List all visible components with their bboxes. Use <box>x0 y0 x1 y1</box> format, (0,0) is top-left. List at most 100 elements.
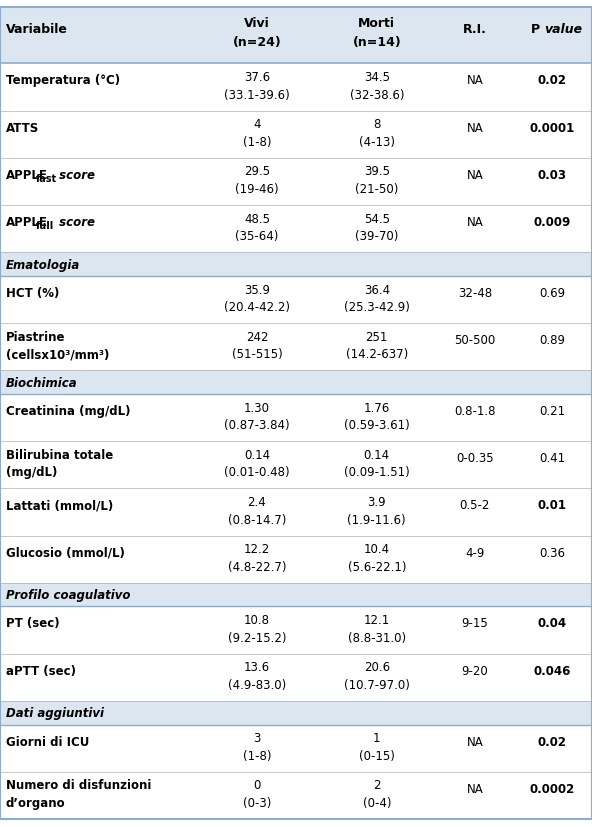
Bar <box>0 65 592 112</box>
Text: R.I.: R.I. <box>463 23 487 36</box>
Text: NA: NA <box>466 122 483 135</box>
Text: (33.1-39.6): (33.1-39.6) <box>224 88 290 102</box>
Text: (1-8): (1-8) <box>243 136 271 149</box>
Bar <box>0 394 592 442</box>
Text: APPLE: APPLE <box>6 216 48 229</box>
Text: (51-515): (51-515) <box>231 348 282 361</box>
Text: 12.2: 12.2 <box>244 543 270 556</box>
Text: Bilirubina totale: Bilirubina totale <box>6 448 113 461</box>
Text: 35.9: 35.9 <box>244 283 270 296</box>
Text: Dati aggiuntivi: Dati aggiuntivi <box>6 706 104 719</box>
Text: 0.8-1.8: 0.8-1.8 <box>454 404 496 418</box>
Text: (0-15): (0-15) <box>359 748 395 762</box>
Text: 0: 0 <box>253 778 260 791</box>
Text: 251: 251 <box>366 331 388 343</box>
Text: NA: NA <box>466 216 483 229</box>
Text: (n=14): (n=14) <box>352 36 401 50</box>
Text: (14.2-637): (14.2-637) <box>346 348 408 361</box>
Text: Variabile: Variabile <box>6 23 68 36</box>
Text: 2: 2 <box>373 778 381 791</box>
Bar <box>0 206 592 253</box>
Text: ATTS: ATTS <box>6 122 39 135</box>
Bar <box>0 654 592 701</box>
Text: 0.5-2: 0.5-2 <box>459 499 490 512</box>
Text: 0.14: 0.14 <box>244 448 270 461</box>
Text: Creatinina (mg/dL): Creatinina (mg/dL) <box>6 404 130 418</box>
Text: (39-70): (39-70) <box>355 230 398 243</box>
Text: Biochimica: Biochimica <box>6 376 78 390</box>
Bar <box>0 253 592 276</box>
Text: 8: 8 <box>373 118 381 131</box>
Text: NA: NA <box>466 782 483 795</box>
Text: (21-50): (21-50) <box>355 183 398 196</box>
Text: 0.89: 0.89 <box>539 334 565 347</box>
Text: value: value <box>544 23 583 36</box>
Text: 0.03: 0.03 <box>538 169 567 182</box>
Text: score: score <box>55 216 95 229</box>
Text: Morti: Morti <box>358 17 395 31</box>
Text: 32-48: 32-48 <box>458 286 492 299</box>
Text: 34.5: 34.5 <box>364 71 390 84</box>
Bar <box>0 724 592 772</box>
Text: 0.02: 0.02 <box>538 74 567 87</box>
Text: 0.0002: 0.0002 <box>530 782 575 795</box>
Text: 54.5: 54.5 <box>364 213 390 226</box>
Text: Lattati (mmol/L): Lattati (mmol/L) <box>6 499 113 512</box>
Text: 10.4: 10.4 <box>363 543 390 556</box>
Text: 0.69: 0.69 <box>539 286 565 299</box>
Text: (35-64): (35-64) <box>235 230 279 243</box>
Text: (n=24): (n=24) <box>233 36 281 50</box>
Bar <box>0 772 592 819</box>
Text: (0-4): (0-4) <box>362 796 391 809</box>
Text: (0.59-3.61): (0.59-3.61) <box>344 418 410 432</box>
Text: 39.5: 39.5 <box>364 165 390 179</box>
Text: APPLE: APPLE <box>6 169 48 182</box>
Text: Numero di disfunzioni: Numero di disfunzioni <box>6 778 152 791</box>
Text: 0.14: 0.14 <box>363 448 390 461</box>
Text: 12.1: 12.1 <box>363 614 390 626</box>
Bar <box>0 583 592 607</box>
Text: 2.4: 2.4 <box>247 495 266 509</box>
Text: Giorni di ICU: Giorni di ICU <box>6 734 89 748</box>
Bar <box>0 323 592 370</box>
Text: 4-9: 4-9 <box>465 546 484 559</box>
Bar <box>0 8 592 65</box>
Text: 0.01: 0.01 <box>538 499 567 512</box>
Text: Ematologia: Ematologia <box>6 258 81 271</box>
Text: 4: 4 <box>253 118 260 131</box>
Text: 0.21: 0.21 <box>539 404 565 418</box>
Text: 29.5: 29.5 <box>244 165 270 179</box>
Bar <box>0 112 592 159</box>
Text: 0.04: 0.04 <box>538 617 567 629</box>
Text: (10.7-97.0): (10.7-97.0) <box>344 678 410 691</box>
Text: 37.6: 37.6 <box>244 71 270 84</box>
Text: (0.87-3.84): (0.87-3.84) <box>224 418 289 432</box>
Text: 0.02: 0.02 <box>538 734 567 748</box>
Text: PT (sec): PT (sec) <box>6 617 60 629</box>
Text: (1-8): (1-8) <box>243 748 271 762</box>
Text: 0-0.35: 0-0.35 <box>456 452 494 465</box>
Text: 9-20: 9-20 <box>461 664 488 677</box>
Text: NA: NA <box>466 169 483 182</box>
Text: 1.76: 1.76 <box>363 401 390 414</box>
Text: Piastrine: Piastrine <box>6 331 66 343</box>
Text: NA: NA <box>466 734 483 748</box>
Text: (1.9-11.6): (1.9-11.6) <box>348 513 406 526</box>
Text: (19-46): (19-46) <box>235 183 279 196</box>
Text: 0.36: 0.36 <box>539 546 565 559</box>
Text: Glucosio (mmol/L): Glucosio (mmol/L) <box>6 546 125 559</box>
Text: (9.2-15.2): (9.2-15.2) <box>228 631 286 644</box>
Text: 36.4: 36.4 <box>363 283 390 296</box>
Text: (8.8-31.0): (8.8-31.0) <box>348 631 406 644</box>
Text: aPTT (sec): aPTT (sec) <box>6 664 76 677</box>
Text: 0.009: 0.009 <box>534 216 571 229</box>
Text: (32-38.6): (32-38.6) <box>349 88 404 102</box>
Text: (0.01-0.48): (0.01-0.48) <box>224 466 289 479</box>
Text: 9-15: 9-15 <box>461 617 488 629</box>
Text: d’organo: d’organo <box>6 796 66 809</box>
Text: 242: 242 <box>246 331 268 343</box>
Text: (25.3-42.9): (25.3-42.9) <box>344 301 410 313</box>
Bar <box>0 370 592 394</box>
Text: 0.41: 0.41 <box>539 452 565 465</box>
Text: 50-500: 50-500 <box>454 334 496 347</box>
